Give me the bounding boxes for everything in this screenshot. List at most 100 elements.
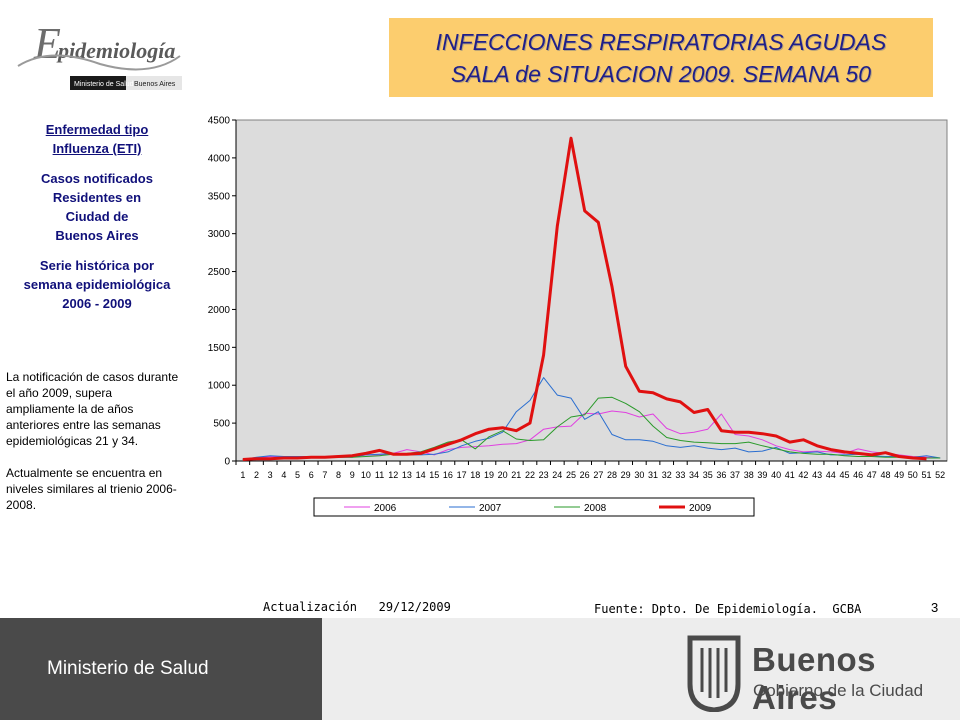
bottom-banner-left (0, 618, 322, 720)
series-line-2009 (242, 136, 927, 461)
sub-line-2: Residentes en (52, 190, 142, 205)
x-tick-label: 21 (511, 470, 521, 480)
svg-text:E: E (33, 19, 61, 68)
x-tick-label: 40 (771, 470, 781, 480)
epidemiologia-logo: E pidemiología Ministerio de Salud Bueno… (10, 6, 188, 94)
series-line-2008 (242, 396, 941, 460)
x-tick-label: 8 (336, 470, 341, 480)
x-tick-label: 29 (621, 470, 631, 480)
x-tick-label: 23 (539, 470, 549, 480)
x-tick-label: 10 (361, 470, 371, 480)
sub-line-7: 2006 - 2009 (62, 296, 132, 311)
sub-line-1: Casos notificados (41, 171, 153, 186)
legend-label-2007: 2007 (479, 503, 502, 514)
y-tick-label: 4500 (208, 116, 231, 127)
legend-label-2008: 2008 (584, 503, 607, 514)
x-tick-label: 46 (853, 470, 863, 480)
x-tick-label: 32 (662, 470, 672, 480)
x-tick-label: 48 (880, 470, 890, 480)
x-tick-label: 13 (402, 470, 412, 480)
title-line-1: INFECCIONES RESPIRATORIAS AGUDAS (435, 28, 887, 55)
logo-ministry: Ministerio de Salud (74, 81, 134, 88)
x-tick-label: 2 (254, 470, 259, 480)
update-date: Actualización 29/12/2009 (263, 600, 451, 614)
x-tick-label: 28 (607, 470, 617, 480)
heading-line-1: Enfermedad tipo (45, 122, 149, 137)
x-tick-label: 41 (785, 470, 795, 480)
y-tick-label: 1500 (208, 343, 231, 354)
x-tick-label: 38 (744, 470, 754, 480)
ministerio-label: Ministerio de Salud (47, 658, 209, 679)
logo-text: pidemiología (56, 38, 175, 63)
title-line-2: SALA de SITUACION 2009. SEMANA 50 (450, 60, 872, 87)
bottom-banner-right (322, 618, 960, 720)
x-tick-label: 33 (675, 470, 685, 480)
note: La notificación de casos durante el año … (6, 369, 182, 529)
x-tick-label: 47 (867, 470, 877, 480)
logo-city: Buenos Aires (134, 81, 176, 88)
buenos-aires-name: Buenos Aires (752, 641, 877, 716)
x-tick-label: 39 (757, 470, 767, 480)
y-tick-label: 4000 (208, 153, 231, 164)
x-tick-label: 5 (295, 470, 300, 480)
x-tick-label: 30 (634, 470, 644, 480)
page-number: 3 (931, 600, 939, 615)
legend-label-2006: 2006 (374, 503, 397, 514)
x-tick-label: 19 (484, 470, 494, 480)
note-paragraph-1: La notificación de casos durante el año … (6, 370, 179, 448)
heading-line-2: Influenza (ETI) (52, 141, 142, 156)
legend-label-2009: 2009 (689, 503, 712, 514)
y-tick-label: 3500 (208, 191, 231, 202)
x-tick-label: 43 (812, 470, 822, 480)
left-panel: Enfermedad tipo Influenza (ETI) Casos no… (4, 120, 190, 313)
x-tick-label: 35 (703, 470, 713, 480)
x-tick-label: 9 (350, 470, 355, 480)
x-tick-label: 50 (908, 470, 918, 480)
x-tick-label: 3 (268, 470, 273, 480)
x-tick-label: 12 (388, 470, 398, 480)
x-tick-label: 49 (894, 470, 904, 480)
x-tick-label: 7 (322, 470, 327, 480)
x-tick-label: 27 (593, 470, 603, 480)
x-tick-label: 31 (648, 470, 658, 480)
x-tick-label: 42 (798, 470, 808, 480)
legend-box (313, 497, 755, 517)
y-tick-label: 2500 (208, 267, 231, 278)
note-paragraph-2: Actualmente se encuentra en niveles simi… (6, 466, 177, 512)
y-tick-label: 500 (213, 419, 230, 430)
x-tick-label: 44 (826, 470, 836, 480)
buenos-aires-seal-icon (687, 635, 741, 712)
x-tick-label: 34 (689, 470, 699, 480)
x-tick-label: 52 (935, 470, 945, 480)
sub-line-6: semana epidemiológica (23, 277, 171, 292)
sub-line-5: Serie histórica por (39, 258, 155, 273)
x-tick-label: 17 (457, 470, 467, 480)
x-tick-label: 24 (552, 470, 562, 480)
x-tick-label: 26 (580, 470, 590, 480)
sub-line-4: Buenos Aires (55, 228, 139, 243)
y-tick-label: 0 (224, 457, 230, 468)
plot-area (235, 119, 948, 462)
source-text: Fuente: Dpto. De Epidemiología. GCBA (594, 602, 862, 616)
x-tick-label: 1 (240, 470, 245, 480)
x-tick-label: 16 (443, 470, 453, 480)
x-tick-label: 22 (525, 470, 535, 480)
gobierno-ciudad-label: Gobierno de la Ciudad (753, 681, 924, 700)
y-tick-label: 3000 (208, 229, 231, 240)
y-tick-label: 1000 (208, 381, 231, 392)
x-tick-label: 37 (730, 470, 740, 480)
x-tick-label: 15 (429, 470, 439, 480)
x-tick-label: 25 (566, 470, 576, 480)
x-tick-label: 51 (921, 470, 931, 480)
x-tick-label: 18 (470, 470, 480, 480)
x-tick-label: 45 (839, 470, 849, 480)
title-box: INFECCIONES RESPIRATORIAS AGUDAS SALA de… (389, 18, 933, 97)
y-tick-label: 2000 (208, 305, 231, 316)
x-tick-label: 36 (716, 470, 726, 480)
x-tick-label: 4 (281, 470, 286, 480)
x-tick-label: 14 (416, 470, 426, 480)
x-tick-label: 11 (375, 470, 384, 480)
x-tick-label: 20 (498, 470, 508, 480)
sub-line-3: Ciudad de (65, 209, 129, 224)
